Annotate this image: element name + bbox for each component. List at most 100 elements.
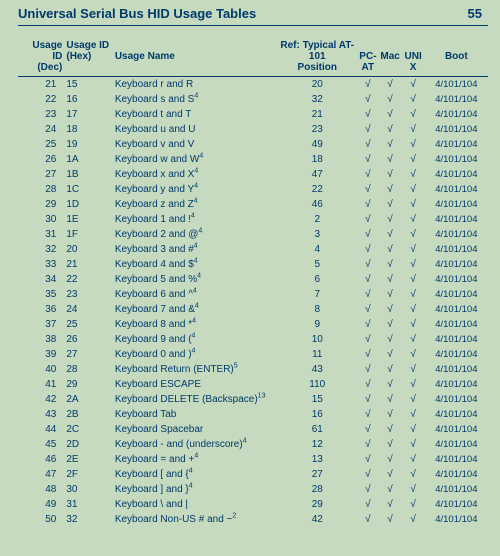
cell-usage-id-dec: 28 bbox=[18, 182, 64, 197]
cell-usage-id-hex: 1B bbox=[64, 167, 112, 182]
cell-pc-at: √ bbox=[357, 107, 378, 122]
table-row: 3826Keyboard 9 and (410√√√4/101/104 bbox=[18, 332, 488, 347]
cell-pc-at: √ bbox=[357, 287, 378, 302]
cell-mac: √ bbox=[378, 272, 401, 287]
table-row: 311FKeyboard 2 and @43√√√4/101/104 bbox=[18, 227, 488, 242]
cell-unix: √ bbox=[402, 227, 425, 242]
cell-usage-id-hex: 19 bbox=[64, 137, 112, 152]
cell-mac: √ bbox=[378, 302, 401, 317]
cell-usage-name: Keyboard - and (underscore)4 bbox=[113, 437, 277, 452]
cell-usage-id-hex: 23 bbox=[64, 287, 112, 302]
table-row: 271BKeyboard x and X447√√√4/101/104 bbox=[18, 167, 488, 182]
cell-mac: √ bbox=[378, 452, 401, 467]
cell-ref-position: 46 bbox=[277, 197, 357, 212]
footnote-ref: 13 bbox=[258, 393, 266, 400]
footnote-ref: 4 bbox=[243, 438, 247, 445]
cell-usage-id-dec: 39 bbox=[18, 347, 64, 362]
footnote-ref: 4 bbox=[199, 153, 203, 160]
cell-unix: √ bbox=[402, 332, 425, 347]
cell-boot: 4/101/104 bbox=[425, 152, 488, 167]
col-pc-at: PC-AT bbox=[357, 40, 378, 77]
cell-unix: √ bbox=[402, 467, 425, 482]
cell-unix: √ bbox=[402, 302, 425, 317]
cell-boot: 4/101/104 bbox=[425, 122, 488, 137]
cell-usage-name: Keyboard \ and | bbox=[113, 497, 277, 512]
cell-usage-name: Keyboard Non-US # and ~2 bbox=[113, 512, 277, 527]
cell-usage-id-hex: 29 bbox=[64, 377, 112, 392]
cell-usage-id-dec: 23 bbox=[18, 107, 64, 122]
cell-mac: √ bbox=[378, 227, 401, 242]
footnote-ref: 4 bbox=[194, 183, 198, 190]
cell-pc-at: √ bbox=[357, 422, 378, 437]
cell-boot: 4/101/104 bbox=[425, 407, 488, 422]
cell-unix: √ bbox=[402, 422, 425, 437]
table-row: 281CKeyboard y and Y422√√√4/101/104 bbox=[18, 182, 488, 197]
cell-ref-position: 6 bbox=[277, 272, 357, 287]
cell-boot: 4/101/104 bbox=[425, 92, 488, 107]
cell-boot: 4/101/104 bbox=[425, 77, 488, 93]
cell-mac: √ bbox=[378, 347, 401, 362]
cell-ref-position: 110 bbox=[277, 377, 357, 392]
cell-usage-id-hex: 21 bbox=[64, 257, 112, 272]
cell-pc-at: √ bbox=[357, 347, 378, 362]
cell-pc-at: √ bbox=[357, 452, 378, 467]
cell-usage-id-dec: 27 bbox=[18, 167, 64, 182]
footnote-ref: 5 bbox=[234, 363, 238, 370]
cell-pc-at: √ bbox=[357, 302, 378, 317]
cell-usage-id-dec: 42 bbox=[18, 392, 64, 407]
cell-ref-position: 21 bbox=[277, 107, 357, 122]
page-header: Universal Serial Bus HID Usage Tables 55 bbox=[18, 6, 488, 26]
cell-usage-id-dec: 45 bbox=[18, 437, 64, 452]
cell-unix: √ bbox=[402, 512, 425, 527]
cell-boot: 4/101/104 bbox=[425, 137, 488, 152]
col-boot: Boot bbox=[425, 40, 488, 77]
cell-ref-position: 29 bbox=[277, 497, 357, 512]
cell-mac: √ bbox=[378, 197, 401, 212]
cell-ref-position: 16 bbox=[277, 407, 357, 422]
cell-ref-position: 13 bbox=[277, 452, 357, 467]
cell-usage-id-dec: 21 bbox=[18, 77, 64, 93]
cell-usage-id-dec: 29 bbox=[18, 197, 64, 212]
cell-unix: √ bbox=[402, 392, 425, 407]
page-number: 55 bbox=[468, 6, 488, 21]
footnote-ref: 4 bbox=[194, 243, 198, 250]
cell-usage-id-dec: 50 bbox=[18, 512, 64, 527]
cell-usage-id-dec: 26 bbox=[18, 152, 64, 167]
cell-unix: √ bbox=[402, 152, 425, 167]
cell-unix: √ bbox=[402, 377, 425, 392]
cell-usage-name: Keyboard y and Y4 bbox=[113, 182, 277, 197]
cell-usage-name: Keyboard 8 and *4 bbox=[113, 317, 277, 332]
table-row: 4129Keyboard ESCAPE110√√√4/101/104 bbox=[18, 377, 488, 392]
document-page: Universal Serial Bus HID Usage Tables 55… bbox=[0, 0, 500, 527]
cell-mac: √ bbox=[378, 182, 401, 197]
cell-unix: √ bbox=[402, 242, 425, 257]
cell-unix: √ bbox=[402, 122, 425, 137]
cell-boot: 4/101/104 bbox=[425, 437, 488, 452]
table-row: 3321Keyboard 4 and $45√√√4/101/104 bbox=[18, 257, 488, 272]
table-row: 2216Keyboard s and S432√√√4/101/104 bbox=[18, 92, 488, 107]
cell-boot: 4/101/104 bbox=[425, 332, 488, 347]
cell-boot: 4/101/104 bbox=[425, 467, 488, 482]
cell-mac: √ bbox=[378, 332, 401, 347]
table-body: 2115Keyboard r and R20√√√4/101/1042216Ke… bbox=[18, 77, 488, 528]
cell-unix: √ bbox=[402, 167, 425, 182]
cell-usage-name: Keyboard 4 and $4 bbox=[113, 257, 277, 272]
table-row: 422AKeyboard DELETE (Backspace)1315√√√4/… bbox=[18, 392, 488, 407]
table-row: 291DKeyboard z and Z446√√√4/101/104 bbox=[18, 197, 488, 212]
cell-mac: √ bbox=[378, 152, 401, 167]
cell-ref-position: 47 bbox=[277, 167, 357, 182]
cell-usage-id-hex: 32 bbox=[64, 512, 112, 527]
cell-mac: √ bbox=[378, 92, 401, 107]
cell-ref-position: 23 bbox=[277, 122, 357, 137]
cell-pc-at: √ bbox=[357, 197, 378, 212]
cell-mac: √ bbox=[378, 77, 401, 93]
table-row: 2317Keyboard t and T21√√√4/101/104 bbox=[18, 107, 488, 122]
cell-usage-name: Keyboard Tab bbox=[113, 407, 277, 422]
cell-usage-id-dec: 34 bbox=[18, 272, 64, 287]
cell-boot: 4/101/104 bbox=[425, 317, 488, 332]
cell-usage-name: Keyboard r and R bbox=[113, 77, 277, 93]
footnote-ref: 4 bbox=[193, 288, 197, 295]
cell-mac: √ bbox=[378, 377, 401, 392]
table-row: 2519Keyboard v and V49√√√4/101/104 bbox=[18, 137, 488, 152]
cell-usage-name: Keyboard [ and {4 bbox=[113, 467, 277, 482]
